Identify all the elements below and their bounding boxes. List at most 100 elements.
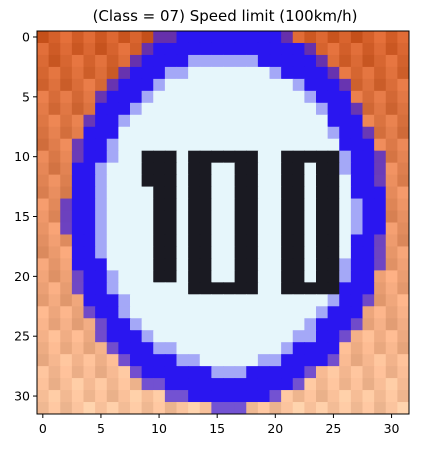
image-pixel [257, 318, 271, 331]
image-pixel [118, 258, 131, 271]
image-pixel [71, 42, 85, 56]
image-pixel [350, 270, 364, 283]
image-pixel [118, 246, 131, 260]
image-pixel [211, 186, 224, 200]
image-pixel [292, 318, 305, 331]
image-pixel [141, 31, 154, 44]
image-pixel [257, 66, 271, 80]
image-pixel [223, 390, 236, 403]
image-pixel [385, 114, 398, 128]
image-pixel [281, 66, 294, 80]
image-pixel [269, 174, 282, 188]
x-tick-label: 10 [151, 421, 167, 436]
image-pixel [164, 354, 178, 367]
image-pixel [71, 378, 85, 391]
image-pixel [130, 366, 143, 379]
image-pixel [257, 186, 271, 200]
image-pixel [327, 330, 340, 343]
image-pixel [316, 114, 329, 128]
image-pixel [269, 354, 282, 367]
image-pixel [188, 366, 201, 379]
image-pixel [374, 246, 387, 260]
image-pixel [199, 378, 212, 391]
image-pixel [95, 138, 108, 152]
image-pixel [176, 246, 189, 260]
image-pixel [350, 222, 364, 236]
image-pixel [327, 366, 340, 379]
image-pixel [374, 162, 387, 176]
image-pixel [246, 114, 259, 128]
image-pixel [327, 42, 340, 56]
image-pixel [199, 162, 212, 176]
image-pixel [327, 402, 340, 414]
image-pixel [176, 378, 189, 391]
image-pixel [281, 90, 294, 104]
image-pixel [350, 138, 364, 152]
image-pixel [385, 294, 398, 307]
image-pixel [234, 318, 247, 331]
image-pixel [246, 198, 259, 212]
image-pixel [316, 366, 329, 379]
image-pixel [350, 378, 364, 391]
image-pixel [362, 78, 375, 92]
image-pixel [304, 198, 317, 212]
image-pixel [316, 210, 329, 224]
image-pixel [257, 150, 271, 164]
image-pixel [223, 342, 236, 355]
image-pixel [327, 174, 340, 188]
image-pixel [199, 282, 212, 295]
image-pixel [339, 174, 352, 188]
image-pixel [304, 234, 317, 248]
image-pixel [257, 282, 271, 295]
image-pixel [118, 234, 131, 248]
image-pixel [234, 174, 247, 188]
image-pixel [350, 318, 364, 331]
image-pixel [130, 138, 143, 152]
image-pixel [83, 318, 96, 331]
image-pixel [362, 42, 375, 56]
image-pixel [339, 198, 352, 212]
image-pixel [327, 210, 340, 224]
image-pixel [211, 54, 224, 68]
image-pixel [141, 66, 154, 80]
image-pixel [118, 210, 131, 224]
image-pixel [385, 306, 398, 319]
image-pixel [211, 306, 224, 319]
image-pixel [269, 222, 282, 236]
image-pixel [48, 258, 61, 271]
image-pixel [83, 342, 96, 355]
image-pixel [95, 234, 108, 248]
image-pixel [304, 402, 317, 414]
image-pixel [199, 354, 212, 367]
image-pixel [71, 78, 85, 92]
image-pixel [188, 138, 201, 152]
image-pixel [374, 234, 387, 248]
image-pixel [304, 258, 317, 271]
image-pixel [164, 270, 178, 283]
image-pixel [292, 306, 305, 319]
image-pixel [350, 342, 364, 355]
image-pixel [397, 402, 409, 414]
image-pixel [188, 390, 201, 403]
image-pixel [164, 42, 178, 56]
image-pixel [304, 354, 317, 367]
image-pixel [339, 306, 352, 319]
image-pixel [71, 306, 85, 319]
image-pixel [60, 222, 73, 236]
image-pixel [130, 210, 143, 224]
image-pixel [269, 234, 282, 248]
image-pixel [304, 306, 317, 319]
image-pixel [327, 126, 340, 140]
image-pixel [281, 162, 294, 176]
image-pixel [176, 342, 189, 355]
image-pixel [211, 294, 224, 307]
image-pixel [153, 78, 166, 92]
image-pixel [281, 78, 294, 92]
image-pixel [164, 366, 178, 379]
image-pixel [374, 378, 387, 391]
image-pixel [246, 366, 259, 379]
image-pixel [374, 354, 387, 367]
image-pixel [176, 402, 189, 414]
image-pixel [60, 294, 73, 307]
